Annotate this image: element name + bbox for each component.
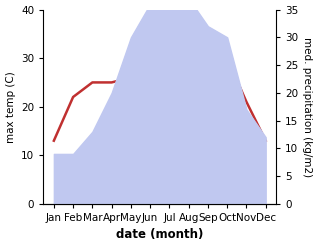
Y-axis label: med. precipitation (kg/m2): med. precipitation (kg/m2) xyxy=(302,37,313,177)
X-axis label: date (month): date (month) xyxy=(116,228,204,242)
Y-axis label: max temp (C): max temp (C) xyxy=(5,71,16,143)
